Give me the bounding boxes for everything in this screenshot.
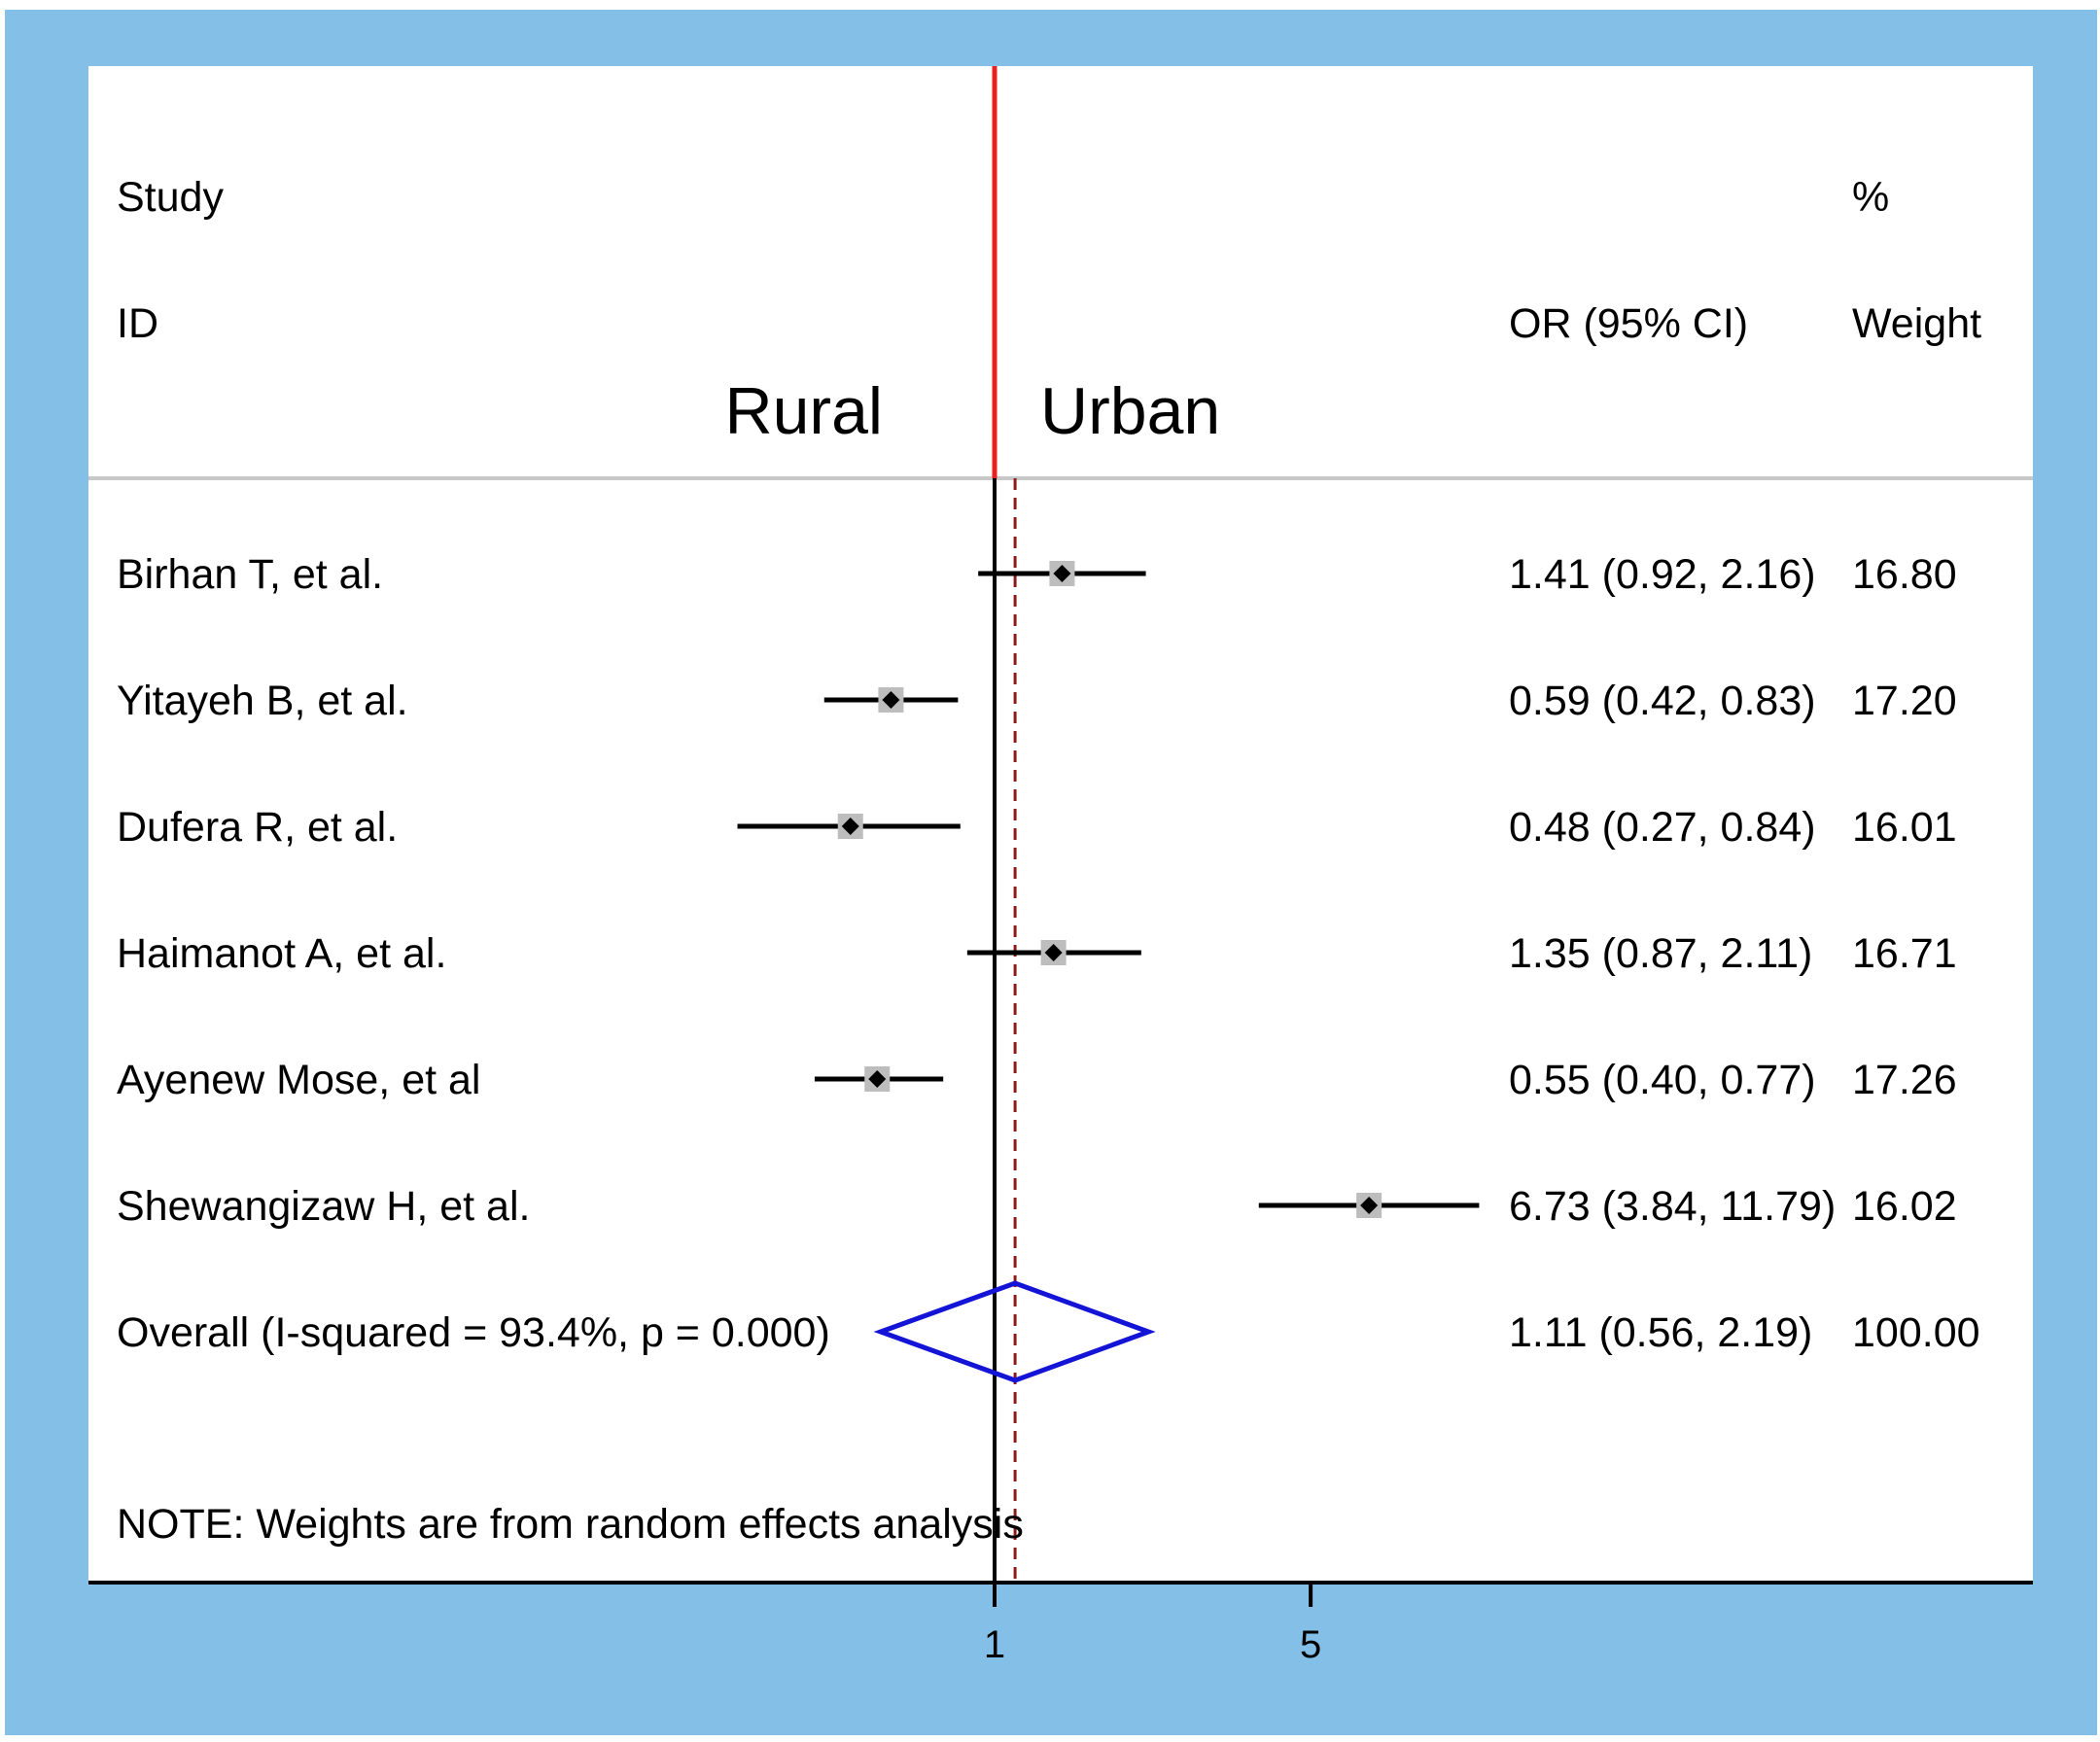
study-label: Shewangizaw H, et al.: [117, 1183, 530, 1230]
or-ci-value: 0.48 (0.27, 0.84): [1509, 804, 1816, 851]
or-ci-value: 6.73 (3.84, 11.79): [1509, 1183, 1836, 1230]
point-estimate: [841, 818, 859, 835]
header-or-ci: OR (95% CI): [1509, 300, 1748, 347]
side-label-urban: Urban: [1040, 374, 1220, 448]
point-estimate: [882, 691, 900, 709]
weight-value: 16.02: [1852, 1183, 1957, 1230]
note-text: NOTE: Weights are from random effects an…: [117, 1501, 1024, 1548]
or-ci-value: 1.41 (0.92, 2.16): [1509, 551, 1816, 598]
plot-panel: [88, 66, 2033, 1585]
weight-value: 17.20: [1852, 678, 1957, 724]
point-estimate: [868, 1070, 887, 1088]
study-label: Ayenew Mose, et al: [117, 1057, 480, 1103]
plot-marks: Birhan T, et al. 1.41 (0.92, 2.16) 16.80 Yi…: [88, 66, 2033, 1666]
side-label-rural: Rural: [725, 374, 884, 448]
header-id: ID: [117, 300, 158, 347]
weight-value: 16.80: [1852, 551, 1957, 598]
overall-diamond: [873, 1280, 1156, 1383]
study-label: Birhan T, et al.: [117, 551, 383, 598]
point-estimate: [1044, 944, 1063, 961]
x-tick-label: 1: [984, 1623, 1005, 1666]
or-ci-value: 0.55 (0.40, 0.77): [1509, 1057, 1816, 1103]
weight-value: 17.26: [1852, 1057, 1957, 1103]
header-study: Study: [117, 174, 224, 221]
overall-or-ci: 1.11 (0.56, 2.19): [1509, 1309, 1812, 1356]
header-percent: %: [1852, 174, 1889, 221]
point-estimate: [1360, 1197, 1379, 1214]
study-label: Yitayeh B, et al.: [117, 678, 408, 724]
study-label: Dufera R, et al.: [117, 804, 398, 851]
study-label: Haimanot A, et al.: [117, 930, 446, 977]
or-ci-value: 1.35 (0.87, 2.11): [1509, 930, 1812, 977]
weight-value: 16.01: [1852, 804, 1957, 851]
point-estimate: [1053, 565, 1071, 582]
header-weight: Weight: [1852, 300, 1981, 347]
weight-value: 16.71: [1852, 930, 1957, 977]
x-tick-label: 5: [1300, 1623, 1321, 1666]
overall-label: Overall (I-squared = 93.4%, p = 0.000): [117, 1309, 830, 1356]
or-ci-value: 0.59 (0.42, 0.83): [1509, 678, 1816, 724]
overall-weight: 100.00: [1852, 1309, 1980, 1356]
